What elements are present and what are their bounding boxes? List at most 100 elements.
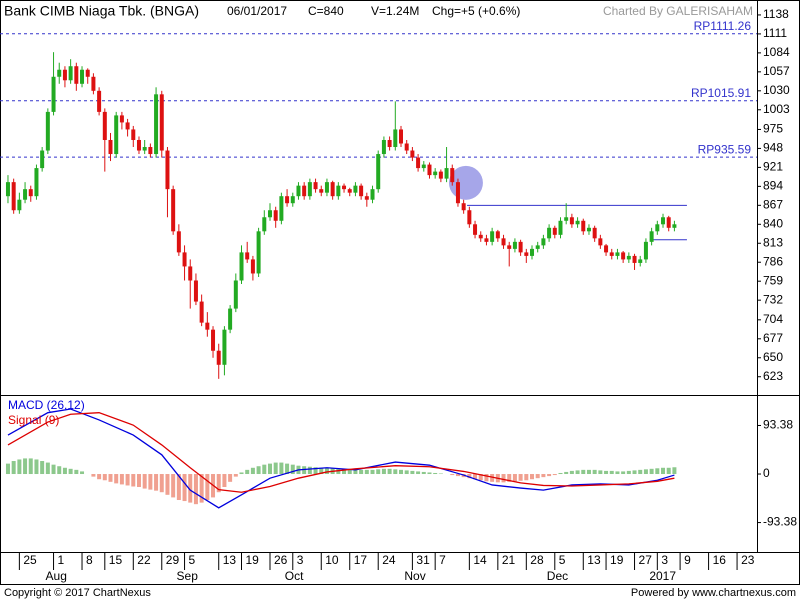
candle-body <box>364 196 369 200</box>
candle-body <box>604 245 609 253</box>
histogram-bar <box>45 462 50 475</box>
candle-body <box>672 224 677 228</box>
candle-body <box>205 322 210 330</box>
candle-body <box>655 224 660 232</box>
histogram-bar <box>273 462 278 475</box>
histogram-bar <box>450 474 455 476</box>
candle-body <box>154 94 159 155</box>
candle-body <box>199 301 204 323</box>
histogram-bar <box>518 474 523 481</box>
histogram-bar <box>279 462 284 475</box>
candle-body <box>68 66 73 81</box>
candle-body <box>427 164 432 176</box>
candle-body <box>159 94 164 151</box>
macd-line <box>7 412 675 493</box>
labels: Bank CIMB Niaga Tbk. (BNGA) 06/01/2017 C… <box>4 3 796 599</box>
x-tick-label: 13 <box>587 553 601 567</box>
candle-body <box>91 76 96 91</box>
candle-body <box>632 255 637 263</box>
macd-line <box>7 408 675 509</box>
candle-body <box>507 245 512 249</box>
histogram-bar <box>159 474 164 493</box>
candle-body <box>512 241 517 249</box>
candle-body <box>370 189 375 200</box>
month-label: Dec <box>547 569 568 583</box>
histogram-bar <box>592 469 597 475</box>
y-tick-label: 93.38 <box>763 418 793 432</box>
candle-body <box>398 129 403 144</box>
y-tick-label: -93.38 <box>763 515 797 529</box>
histogram-bar <box>239 472 244 475</box>
histogram-bar <box>256 466 261 475</box>
candle-body <box>171 189 176 232</box>
histogram-bar <box>609 470 614 475</box>
histogram-bar <box>57 466 62 475</box>
histogram-bar <box>564 471 569 475</box>
histogram-bar <box>148 474 153 490</box>
candle-body <box>615 252 620 256</box>
histogram-bar <box>11 461 16 475</box>
histogram-bar <box>176 474 181 501</box>
histogram-bar <box>319 467 324 475</box>
histogram-bar <box>376 469 381 475</box>
candle-body <box>473 224 478 235</box>
candle-body <box>307 182 312 197</box>
histogram-bar <box>40 461 45 475</box>
marks: 1138111110841057103010039759489218948678… <box>0 7 797 583</box>
histogram-bar <box>216 474 221 493</box>
candle-body <box>193 280 198 302</box>
histogram-bar <box>467 474 472 479</box>
candle-body <box>484 238 489 242</box>
histogram-bar <box>632 470 637 475</box>
x-tick-label: 28 <box>530 553 544 567</box>
candle-body <box>581 220 586 232</box>
histogram-bar <box>114 474 119 484</box>
candle-body <box>393 129 398 148</box>
candle-body <box>387 139 392 148</box>
candle-body <box>564 217 569 221</box>
x-tick-label: 19 <box>610 553 624 567</box>
histogram-bar <box>17 459 22 475</box>
candle-body <box>438 171 443 179</box>
candle-body <box>450 168 455 183</box>
histogram-bar <box>307 466 312 475</box>
histogram-bar <box>484 474 489 482</box>
candle-body <box>256 231 261 274</box>
histogram-bar <box>569 470 574 475</box>
candle-body <box>302 185 307 197</box>
histogram-bar <box>410 470 415 475</box>
x-tick-label: 13 <box>223 553 237 567</box>
candle-body <box>23 189 28 200</box>
histogram-bar <box>74 469 79 475</box>
candle-body <box>45 111 50 151</box>
histogram-bar <box>672 467 677 475</box>
candle-body <box>347 189 352 193</box>
candle-body <box>228 308 233 330</box>
candle-body <box>552 227 557 235</box>
candle-body <box>142 147 147 151</box>
candle-body <box>569 217 574 225</box>
candle-body <box>547 227 552 239</box>
footer-right: Powered by www.chartnexus.com <box>631 587 796 599</box>
histogram-bar <box>233 474 238 477</box>
x-tick-label: 1 <box>58 553 65 567</box>
candle-body <box>336 185 341 197</box>
x-tick-label: 29 <box>166 553 180 567</box>
candle-body <box>285 196 290 204</box>
candle-body <box>376 154 381 190</box>
histogram-bar <box>643 469 648 475</box>
histogram-bar <box>285 463 290 475</box>
candle-body <box>621 252 626 260</box>
histogram-bar <box>604 470 609 475</box>
y-tick-label: 1057 <box>763 64 790 78</box>
histogram-bar <box>473 474 478 480</box>
histogram-bar <box>404 470 409 475</box>
candle-body <box>40 150 45 169</box>
histogram-bar <box>154 474 159 491</box>
histogram-bar <box>262 464 267 475</box>
x-tick-label: 31 <box>416 553 430 567</box>
y-tick-label: 1084 <box>763 45 790 59</box>
histogram-bar <box>421 471 426 475</box>
candle-body <box>530 248 535 256</box>
x-tick-label: 21 <box>502 553 516 567</box>
